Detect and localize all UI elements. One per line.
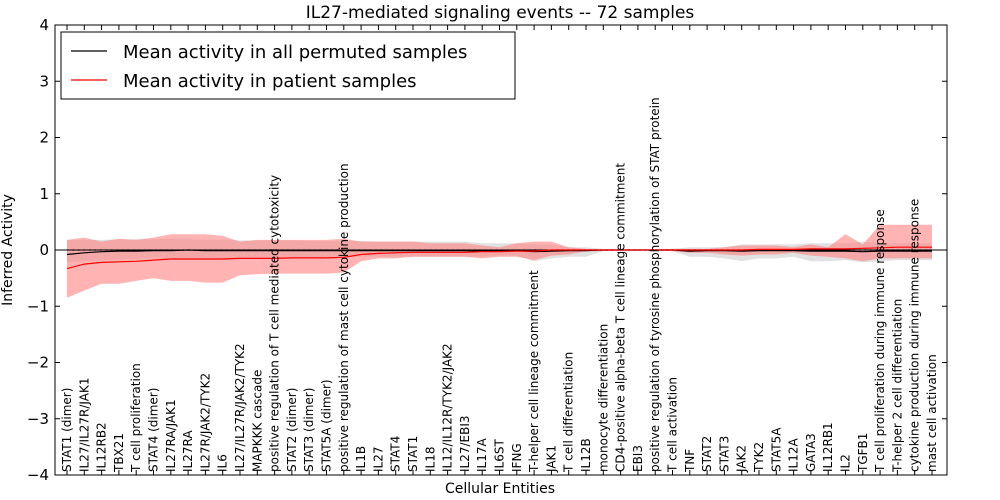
x-tick-label: STAT5A (dimer) bbox=[320, 379, 334, 472]
x-tick-label: T cell proliferation bbox=[129, 363, 143, 473]
x-tick-label: IL2 bbox=[839, 454, 853, 472]
x-tick-label: T cell activation bbox=[666, 377, 680, 473]
x-tick-label: JAK1 bbox=[544, 445, 558, 473]
x-tick-label: positive regulation of T cell mediated c… bbox=[268, 175, 282, 472]
x-tick-label: IL12RB1 bbox=[821, 422, 835, 472]
x-tick-label: cytokine production during immune respon… bbox=[908, 199, 922, 472]
x-tick-label: IL6 bbox=[216, 454, 230, 472]
x-tick-label: STAT2 (dimer) bbox=[285, 388, 299, 472]
x-tick-label: IL12/IL12R/TYK2/JAK2 bbox=[441, 343, 455, 472]
x-tick-label: CD4-positive alpha-beta T cell lineage c… bbox=[614, 163, 628, 472]
x-tick-label: IL27/EBI3 bbox=[458, 415, 472, 472]
x-tick-label: GATA3 bbox=[804, 433, 818, 472]
x-tick-label: STAT1 bbox=[406, 436, 420, 472]
y-tick-label: 3 bbox=[39, 72, 49, 90]
series-line-0 bbox=[66, 249, 932, 256]
x-tick-label: TBX21 bbox=[112, 433, 126, 473]
x-tick-label: IL27RA/JAK1 bbox=[164, 399, 178, 472]
x-tick-label: STAT1 (dimer) bbox=[60, 388, 74, 472]
x-tick-label: STAT4 (dimer) bbox=[147, 388, 161, 472]
confidence-band-1 bbox=[67, 224, 932, 298]
x-tick-label: STAT5A bbox=[769, 427, 783, 472]
x-tick-label: IL12RB2 bbox=[95, 422, 109, 472]
x-tick-label: positive regulation of mast cell cytokin… bbox=[337, 163, 351, 472]
series-lines bbox=[66, 246, 932, 270]
y-axis: −4 −3 −2 −1 0 1 2 3 4 bbox=[27, 16, 947, 484]
x-tick-label: IL6ST bbox=[493, 439, 507, 472]
x-tick-label: EBI3 bbox=[631, 445, 645, 472]
y-tick-label: −1 bbox=[27, 297, 49, 315]
x-tick-label: IL27/IL27R/JAK2/TYK2 bbox=[233, 343, 247, 472]
x-tick-label: IFNG bbox=[510, 443, 524, 472]
x-tick-label: IL12B bbox=[579, 438, 593, 472]
x-tick-label: STAT3 (dimer) bbox=[302, 388, 316, 472]
x-tick-label: positive regulation of tyrosine phosphor… bbox=[648, 97, 662, 472]
x-tick-label: T-helper 2 cell differentiation bbox=[890, 299, 904, 473]
x-tick-label: IL12A bbox=[787, 438, 801, 472]
y-tick-label: −4 bbox=[27, 466, 49, 484]
x-tick-label: MAPKKK cascade bbox=[250, 370, 264, 472]
y-tick-label: 4 bbox=[39, 16, 49, 34]
legend-box bbox=[60, 31, 516, 100]
x-tick-label: STAT4 bbox=[389, 436, 403, 472]
x-tick-label: IL27 bbox=[371, 447, 385, 473]
y-axis-label: Inferred Activity bbox=[0, 194, 16, 306]
confidence-bands bbox=[67, 224, 932, 298]
x-tick-label: monocyte differentiation bbox=[596, 324, 610, 472]
y-tick-label: 1 bbox=[39, 185, 49, 203]
x-tick-label: T cell proliferation during immune respo… bbox=[873, 209, 887, 473]
x-tick-label: IL27/IL27R/JAK1 bbox=[77, 378, 91, 472]
series-line-1 bbox=[66, 246, 932, 270]
x-tick-label: IL27R/JAK2/TYK2 bbox=[198, 373, 212, 472]
x-tick-label: TNF bbox=[683, 449, 697, 473]
x-tick-label: IL17A bbox=[475, 438, 489, 472]
x-axis: STAT1 (dimer) IL27/IL27R/JAK1 IL12RB2 TBX21… bbox=[60, 25, 939, 475]
x-tick-label: JAK2 bbox=[735, 445, 749, 473]
x-tick-label: TGFB1 bbox=[856, 433, 870, 473]
x-axis-label: Cellular Entities bbox=[445, 481, 555, 497]
x-tick-label: T cell differentiation bbox=[562, 352, 576, 473]
x-tick-label: IL1B bbox=[354, 446, 368, 472]
x-tick-label: STAT2 bbox=[700, 436, 714, 472]
y-tick-label: −2 bbox=[27, 354, 49, 372]
y-tick-label: 0 bbox=[39, 241, 49, 259]
x-tick-label: IL27RA bbox=[181, 430, 195, 472]
y-tick-label: 2 bbox=[39, 129, 49, 147]
x-tick-label: IL18 bbox=[423, 447, 437, 473]
x-tick-label: T-helper cell lineage commitment bbox=[527, 270, 541, 473]
x-tick-label: STAT3 bbox=[717, 436, 731, 472]
x-tick-label: TYK2 bbox=[752, 442, 766, 473]
legend-label-permuted: Mean activity in all permuted samples bbox=[123, 42, 467, 63]
x-tick-label: mast cell activation bbox=[925, 354, 939, 472]
chart-title: IL27-mediated signaling events -- 72 sam… bbox=[306, 3, 695, 23]
legend: Mean activity in all permuted samples Me… bbox=[60, 31, 516, 100]
y-tick-label: −3 bbox=[27, 410, 49, 428]
legend-label-patient: Mean activity in patient samples bbox=[123, 71, 417, 92]
